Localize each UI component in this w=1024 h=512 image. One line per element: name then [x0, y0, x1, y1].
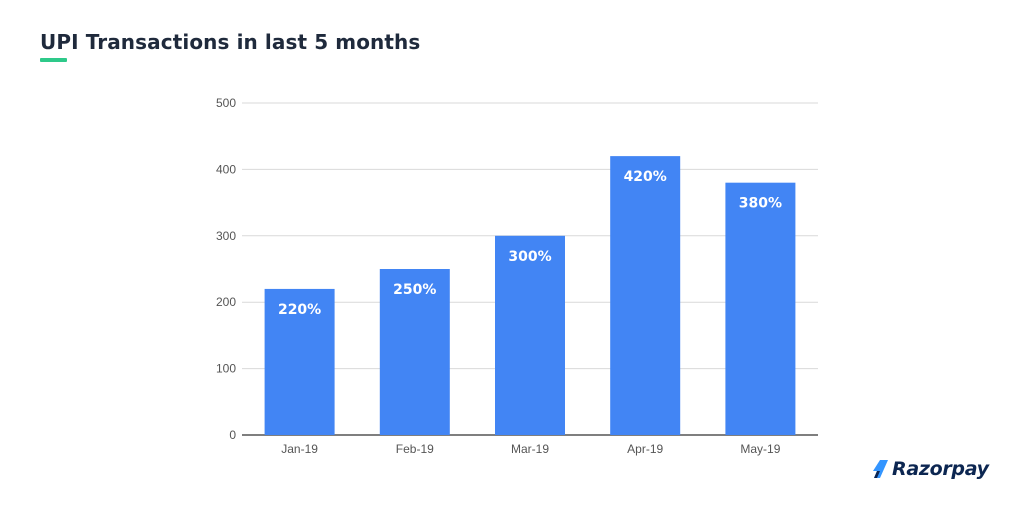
- data-label: 220%: [278, 302, 321, 318]
- chart-title: UPI Transactions in last 5 months: [40, 30, 421, 54]
- bar: [610, 156, 681, 435]
- x-tick-label: Apr-19: [627, 442, 663, 456]
- x-tick-label: Feb-19: [396, 442, 434, 456]
- brand-name: Razorpay: [892, 458, 989, 480]
- bar: [725, 182, 796, 435]
- data-label: 380%: [739, 196, 782, 212]
- x-axis-ticks: Jan-19 Feb-19 Mar-19 Apr-19 May-19: [281, 442, 780, 456]
- razorpay-logo-icon: [873, 460, 888, 478]
- bar: [264, 288, 335, 435]
- bars: [264, 156, 796, 435]
- razorpay-logo: Razorpay: [872, 458, 989, 480]
- y-tick-label: 300: [216, 229, 236, 243]
- bar: [495, 235, 565, 435]
- y-tick-label: 0: [229, 428, 236, 442]
- title-accent-underline: [40, 58, 67, 62]
- data-label: 250%: [393, 282, 436, 298]
- y-tick-label: 400: [216, 162, 236, 176]
- y-tick-label: 200: [216, 295, 236, 309]
- x-tick-label: Mar-19: [511, 442, 549, 456]
- x-tick-label: Jan-19: [281, 442, 318, 456]
- data-labels: 220% 250% 300% 420% 380%: [278, 169, 782, 318]
- x-tick-label: May-19: [740, 442, 780, 456]
- data-label: 420%: [624, 169, 667, 185]
- data-label: 300%: [508, 249, 551, 265]
- bar: [379, 269, 450, 435]
- y-axis-ticks: 0 100 200 300 400 500: [216, 96, 236, 442]
- y-tick-label: 100: [216, 362, 236, 376]
- y-tick-label: 500: [216, 96, 236, 110]
